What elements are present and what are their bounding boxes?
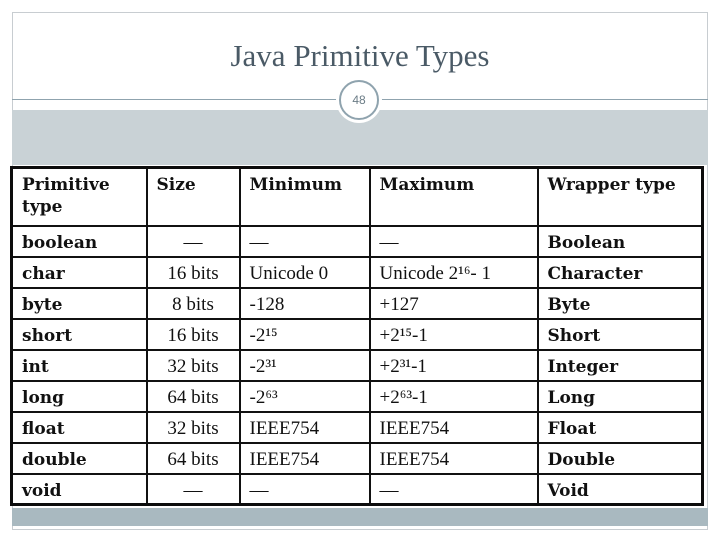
cell-type: double	[10, 441, 148, 475]
cell-max: +2¹⁵-1	[368, 317, 539, 351]
cell-wrapper: Character	[536, 255, 704, 289]
table-row: void — — — Void	[10, 472, 704, 506]
table-row: boolean — — — Boolean	[10, 224, 704, 258]
cell-min: -2¹⁵	[238, 317, 371, 351]
cell-min: —	[238, 472, 371, 506]
column-header-minimum: Minimum	[238, 166, 371, 227]
cell-max: —	[368, 224, 539, 258]
table-row: long 64 bits -2⁶³ +2⁶³-1 Long	[10, 379, 704, 413]
cell-size: 32 bits	[145, 348, 241, 382]
table-row: int 32 bits -2³¹ +2³¹-1 Integer	[10, 348, 704, 382]
cell-type: long	[10, 379, 148, 413]
cell-max: —	[368, 472, 539, 506]
cell-wrapper: Byte	[536, 286, 704, 320]
column-header-wrapper-type: Wrapper type	[536, 166, 704, 227]
cell-max: +2⁶³-1	[368, 379, 539, 413]
cell-max: IEEE754	[368, 410, 539, 444]
cell-type: short	[10, 317, 148, 351]
slide-number-badge: 48	[339, 80, 379, 120]
cell-type: boolean	[10, 224, 148, 258]
table-row: char 16 bits Unicode 0 Unicode 2¹⁶- 1 Charac…	[10, 255, 704, 289]
cell-size: 64 bits	[145, 379, 241, 413]
table-header-row: Primitive type Size Minimum Maximum Wrap…	[10, 166, 704, 227]
cell-type: byte	[10, 286, 148, 320]
cell-max: Unicode 2¹⁶- 1	[368, 255, 539, 289]
table-row: short 16 bits -2¹⁵ +2¹⁵-1 Short	[10, 317, 704, 351]
cell-max: +2³¹-1	[368, 348, 539, 382]
cell-size: 64 bits	[145, 441, 241, 475]
column-header-maximum: Maximum	[368, 166, 539, 227]
table-row: float 32 bits IEEE754 IEEE754 Float	[10, 410, 704, 444]
cell-wrapper: Integer	[536, 348, 704, 382]
cell-min: IEEE754	[238, 441, 371, 475]
cell-wrapper: Void	[536, 472, 704, 506]
cell-wrapper: Short	[536, 317, 704, 351]
column-header-size: Size	[145, 166, 241, 227]
table-row: byte 8 bits -128 +127 Byte	[10, 286, 704, 320]
cell-min: -2³¹	[238, 348, 371, 382]
cell-size: 16 bits	[145, 317, 241, 351]
cell-min: IEEE754	[238, 410, 371, 444]
slide-title: Java Primitive Types	[230, 38, 490, 73]
cell-type: void	[10, 472, 148, 506]
cell-wrapper: Float	[536, 410, 704, 444]
cell-max: +127	[368, 286, 539, 320]
cell-size: —	[145, 224, 241, 258]
cell-min: -2⁶³	[238, 379, 371, 413]
table-row: double 64 bits IEEE754 IEEE754 Double	[10, 441, 704, 475]
cell-wrapper: Double	[536, 441, 704, 475]
footer-band	[12, 508, 708, 526]
cell-type: float	[10, 410, 148, 444]
cell-wrapper: Long	[536, 379, 704, 413]
cell-min: —	[238, 224, 371, 258]
cell-size: —	[145, 472, 241, 506]
cell-min: Unicode 0	[238, 255, 371, 289]
cell-min: -128	[238, 286, 371, 320]
column-header-primitive-type: Primitive type	[10, 166, 148, 227]
cell-max: IEEE754	[368, 441, 539, 475]
cell-size: 32 bits	[145, 410, 241, 444]
cell-type: int	[10, 348, 148, 382]
primitive-types-table: Primitive type Size Minimum Maximum Wrap…	[10, 166, 704, 506]
cell-size: 16 bits	[145, 255, 241, 289]
cell-type: char	[10, 255, 148, 289]
cell-size: 8 bits	[145, 286, 241, 320]
cell-wrapper: Boolean	[536, 224, 704, 258]
